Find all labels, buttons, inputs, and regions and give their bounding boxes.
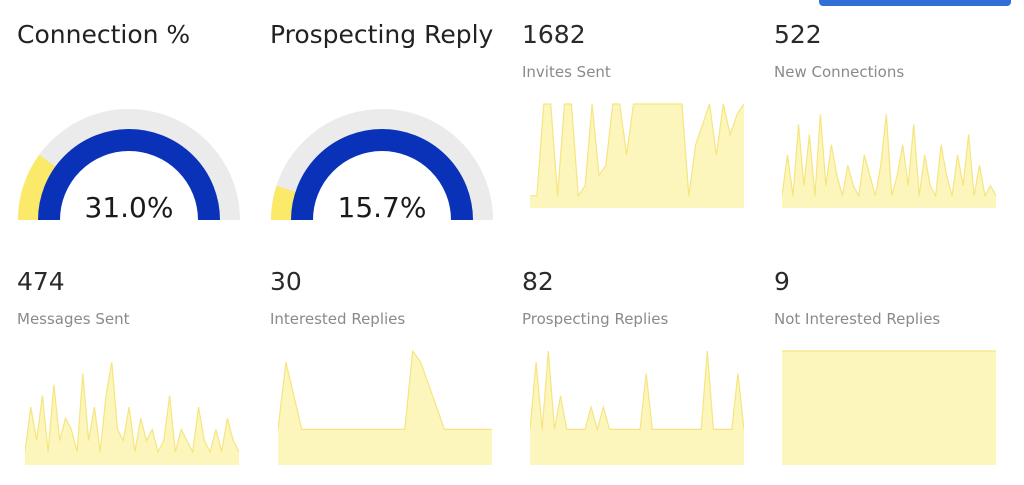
stat-card-new-connections: 522 New Connections: [774, 20, 1004, 220]
gauge-title: Prospecting Reply: [270, 20, 494, 49]
stat-label: Invites Sent: [522, 63, 611, 81]
sparkline-line: [530, 350, 744, 432]
gauge-fill-arc: [38, 129, 220, 220]
stat-label: Not Interested Replies: [774, 310, 941, 328]
not-interested-replies-sparkline: [782, 350, 996, 465]
top-action-button[interactable]: [819, 0, 1011, 6]
stat-value: 82: [522, 267, 554, 296]
invites-sent-sparkline: [530, 103, 744, 208]
interested-replies-sparkline: [278, 349, 492, 465]
stat-label: Messages Sent: [17, 310, 130, 328]
messages-sent-sparkline: [25, 362, 239, 465]
stat-value: 1682: [522, 20, 586, 49]
stat-card-invites-sent: 1682 Invites Sent: [522, 20, 752, 220]
gauge-title: Connection %: [17, 20, 191, 49]
gauge-target-arc: [271, 185, 306, 220]
stat-card-interested-replies: 30 Interested Replies: [270, 267, 500, 467]
sparkline-line: [530, 103, 744, 198]
stat-value: 9: [774, 267, 790, 296]
sparkline-area: [278, 351, 492, 465]
sparkline-area: [530, 351, 744, 465]
stat-label: Prospecting Replies: [522, 310, 669, 328]
gauge-card-prospecting-reply: Prospecting Reply 15.7%: [270, 0, 500, 240]
stat-value: 522: [774, 20, 822, 49]
gauge-value: 31.0%: [84, 191, 174, 224]
stat-label: Interested Replies: [270, 310, 406, 328]
stat-card-messages-sent: 474 Messages Sent: [17, 267, 247, 467]
stat-label: New Connections: [774, 63, 905, 81]
sparkline-area: [530, 104, 744, 208]
sparkline-line: [782, 114, 996, 198]
sparkline-area: [782, 351, 996, 465]
prospecting-reply-gauge: [271, 109, 493, 220]
sparkline-line: [278, 349, 492, 430]
connection-gauge: [18, 109, 240, 220]
prospecting-replies-sparkline: [530, 350, 744, 465]
gauge-fill-arc: [291, 129, 473, 220]
sparkline-line: [25, 362, 239, 454]
stat-card-prospecting-replies: 82 Prospecting Replies: [522, 267, 752, 467]
stat-value: 474: [17, 267, 65, 296]
new-connections-sparkline: [782, 114, 996, 208]
gauge-card-connection: Connection % 31.0%: [17, 0, 247, 240]
stat-card-not-interested-replies: 9 Not Interested Replies: [774, 267, 1004, 467]
stat-value: 30: [270, 267, 302, 296]
gauge-track: [271, 109, 493, 220]
gauge-value: 15.7%: [337, 191, 427, 224]
gauge-target-arc: [18, 154, 64, 220]
